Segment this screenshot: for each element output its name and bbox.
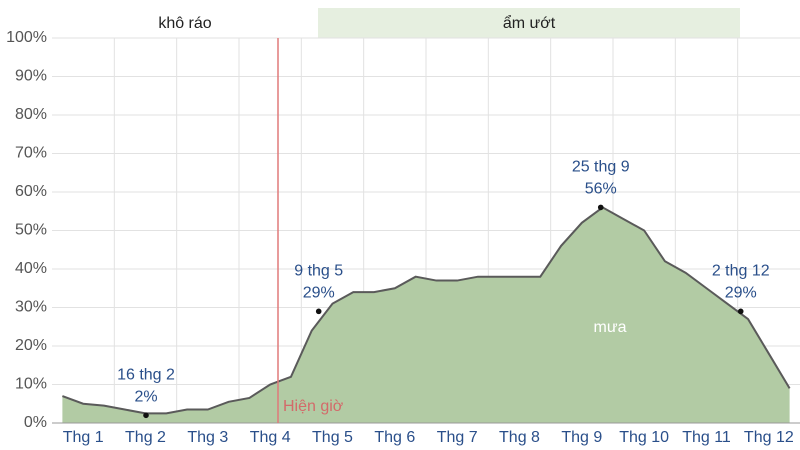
- annotation-date: 16 thg 2: [117, 367, 175, 384]
- annotation-dot: [143, 412, 149, 419]
- y-tick-label: 20%: [15, 337, 47, 354]
- annotation-value: 56%: [585, 181, 617, 198]
- line: [62, 206, 791, 415]
- x-tick-label: Thg 1: [63, 429, 104, 446]
- y-tick-label: 40%: [15, 260, 47, 277]
- y-tick-label: 80%: [15, 106, 47, 123]
- x-tick-label: Thg 2: [125, 429, 166, 446]
- x-tick-label: Thg 6: [374, 429, 415, 446]
- area: [62, 207, 790, 423]
- annotation-value: 2%: [134, 389, 157, 406]
- x-tick-label: Thg 10: [619, 429, 669, 446]
- y-tick-label: 0%: [24, 414, 47, 431]
- annotation-dot: [737, 308, 744, 315]
- annotation-date: 2 thg 12: [712, 263, 770, 280]
- wet-band: [318, 8, 740, 38]
- season-label: ẩm ướt: [503, 14, 556, 32]
- series-label: mưa: [594, 319, 627, 336]
- annotation-value: 29%: [303, 285, 335, 302]
- y-tick-label: 90%: [15, 68, 47, 85]
- y-tick-label: 50%: [15, 222, 47, 239]
- dry-band: [52, 8, 318, 38]
- annotation-date: 25 thg 9: [572, 159, 630, 176]
- y-tick-label: 60%: [15, 183, 47, 200]
- now-label: Hiện giờ: [283, 398, 344, 415]
- x-tick-label: Thg 7: [437, 429, 478, 446]
- annotation-dot: [597, 204, 604, 211]
- annotation-date: 9 thg 5: [294, 263, 343, 280]
- x-tick-label: Thg 12: [744, 429, 794, 446]
- season-label: khô ráo: [158, 15, 211, 32]
- y-tick-label: 30%: [15, 299, 47, 316]
- x-tick-label: Thg 5: [312, 429, 353, 446]
- y-tick-label: 100%: [6, 29, 47, 46]
- x-tick-label: Thg 3: [187, 429, 228, 446]
- x-tick-label: Thg 4: [250, 429, 291, 446]
- y-tick-label: 70%: [15, 145, 47, 162]
- annotation-dot: [315, 308, 322, 315]
- y-tick-label: 10%: [15, 376, 47, 393]
- annotation-value: 29%: [725, 285, 757, 302]
- x-tick-label: Thg 8: [499, 429, 540, 446]
- x-tick-label: Thg 9: [561, 429, 602, 446]
- x-tick-label: Thg 11: [682, 429, 731, 446]
